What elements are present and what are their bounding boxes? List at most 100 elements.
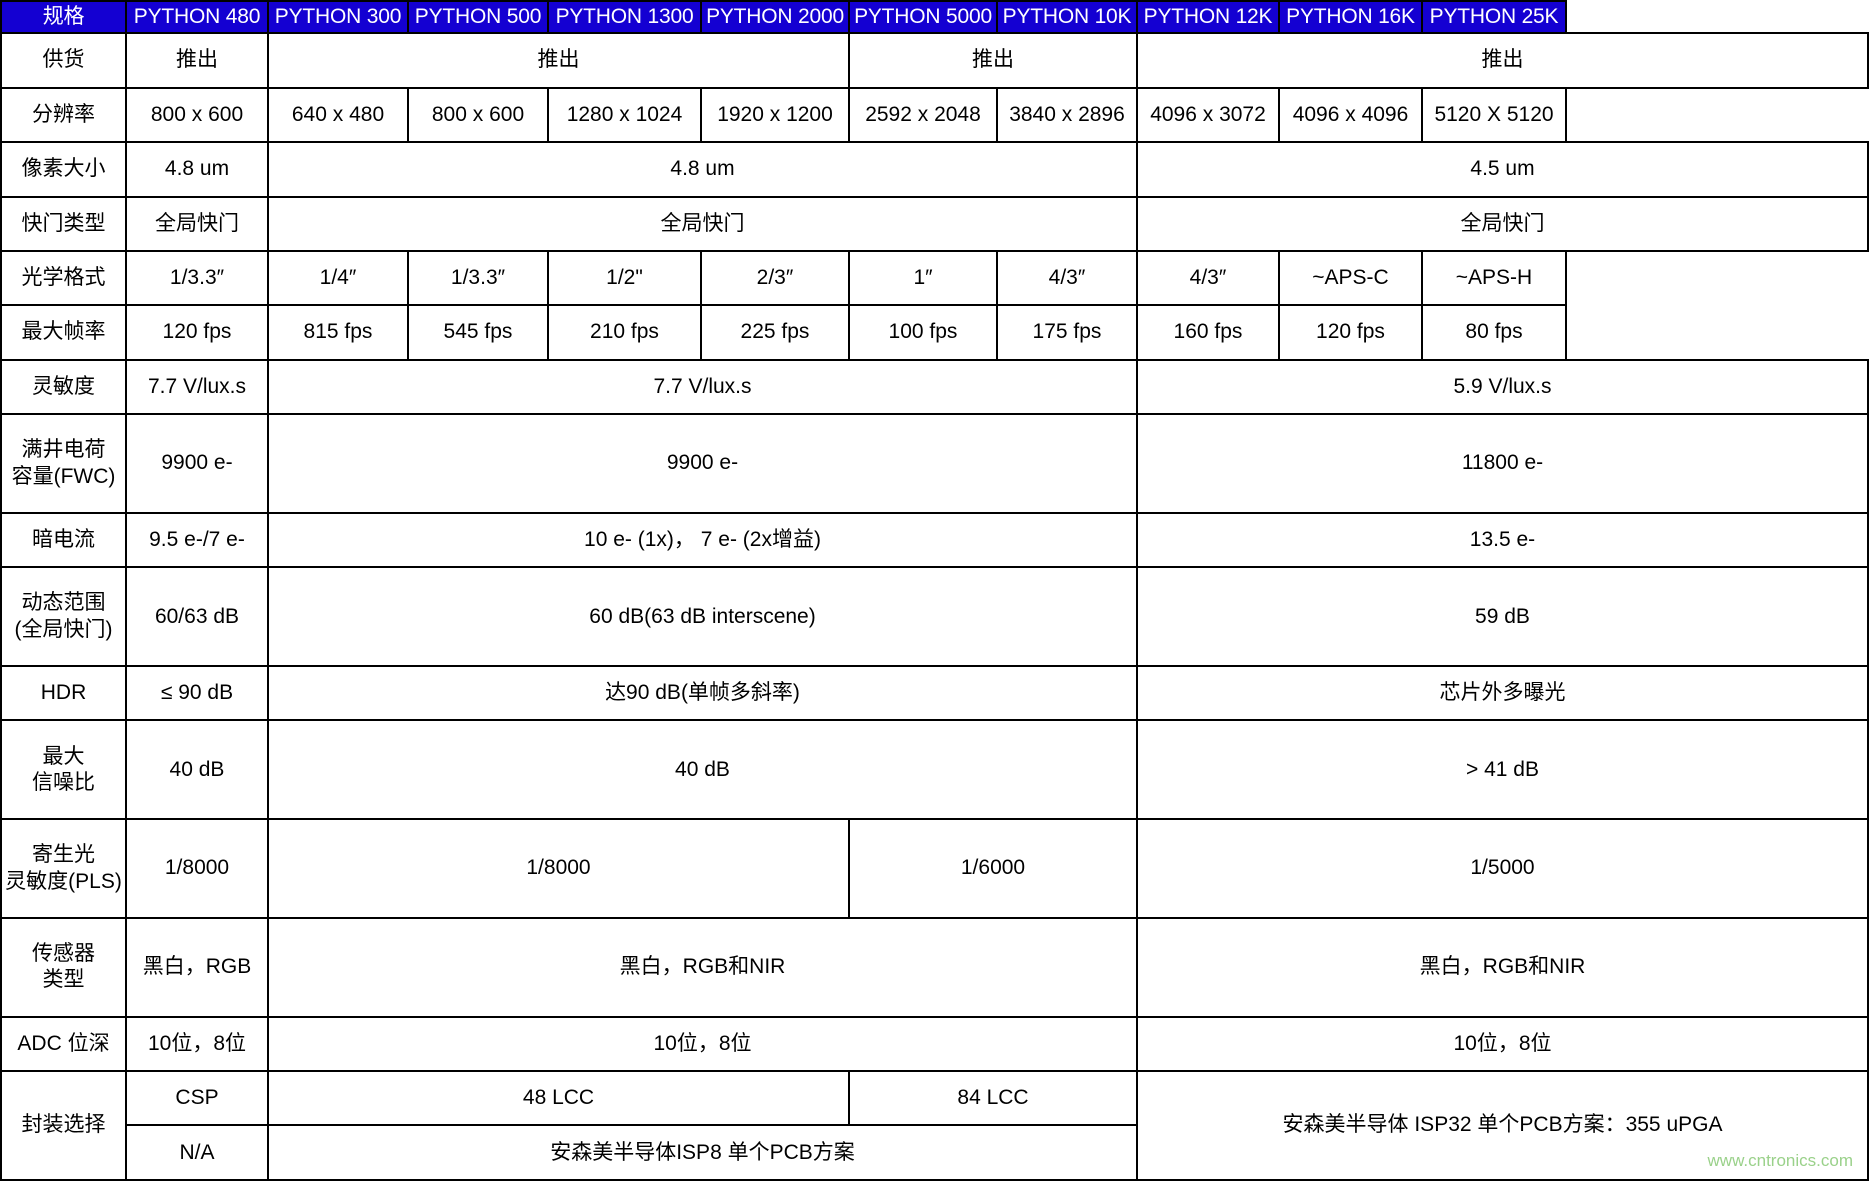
cell-fwc-300-5000: 9900 e- <box>267 413 1138 514</box>
row-label-max-snr-line1: 最大 <box>42 744 85 768</box>
table-header-row: 规格 PYTHON 480 PYTHON 300 PYTHON 500 PYTH… <box>0 0 1868 35</box>
row-label-sensor-type-line2: 类型 <box>42 968 85 992</box>
cell-sensor-type-300-5000: 黑白，RGB和NIR <box>267 916 1138 1018</box>
row-label-sensitivity: 灵敏度 <box>0 358 127 416</box>
cell-resolution-480: 800 x 600 <box>125 86 269 144</box>
row-label-shutter-type: 快门类型 <box>0 195 127 252</box>
row-label-optical-format: 光学格式 <box>0 249 127 307</box>
header-cell-python-16k: PYTHON 16K <box>1278 0 1423 35</box>
cell-optical-format-12k: 4/3″ <box>1136 249 1280 307</box>
cell-resolution-5000: 2592 x 2048 <box>848 86 998 144</box>
cell-optical-format-2000: 2/3″ <box>700 249 850 307</box>
header-cell-python-25k: PYTHON 25K <box>1421 0 1567 35</box>
table-row-optical-format: 光学格式 1/3.3″ 1/4″ 1/3.3″ 1/2" 2/3″ 1″ 4/3… <box>0 249 1868 307</box>
cell-max-snr-480: 40 dB <box>125 719 269 821</box>
row-label-availability: 供货 <box>0 32 127 89</box>
cell-optical-format-480: 1/3.3″ <box>125 249 269 307</box>
cell-optical-format-10k: 4/3″ <box>996 249 1138 307</box>
cell-max-frame-rate-300: 815 fps <box>267 304 409 361</box>
row-label-max-snr-line2: 信噪比 <box>32 770 95 794</box>
cell-dynamic-range-300-5000: 60 dB(63 dB interscene) <box>267 566 1138 668</box>
cell-package-bottom-480: N/A <box>125 1124 269 1181</box>
cell-max-frame-rate-500: 545 fps <box>407 304 549 361</box>
row-label-fwc-line2: 容量(FWC) <box>11 464 116 488</box>
cell-optical-format-5000: 1″ <box>848 249 998 307</box>
cell-pixel-size-300-5000: 4.8 um <box>267 141 1138 198</box>
cell-pls-480: 1/8000 <box>125 818 269 919</box>
row-label-resolution: 分辨率 <box>0 86 127 144</box>
row-label-pixel-size: 像素大小 <box>0 141 127 198</box>
cell-pixel-size-480: 4.8 um <box>125 141 269 198</box>
cell-sensor-type-480: 黑白，RGB <box>125 916 269 1018</box>
cell-max-frame-rate-2000: 225 fps <box>700 304 850 361</box>
cell-optical-format-300: 1/4″ <box>267 249 409 307</box>
cell-pls-300-1300: 1/8000 <box>267 818 850 919</box>
cell-adc-depth-480: 10位，8位 <box>125 1015 269 1073</box>
cell-sensor-type-10k-25k: 黑白，RGB和NIR <box>1136 916 1869 1018</box>
cell-max-snr-10k-25k: > 41 dB <box>1136 719 1869 821</box>
table-row-max-frame-rate: 最大帧率 120 fps 815 fps 545 fps 210 fps 225… <box>0 304 1868 361</box>
cell-sensitivity-10k-25k: 5.9 V/lux.s <box>1136 358 1869 416</box>
cell-availability-480: 推出 <box>125 32 269 89</box>
table-row-availability: 供货 推出 推出 推出 推出 <box>0 32 1869 89</box>
table-row-package-options-top: 封装选择 CSP 48 LCC 84 LCC 安森美半导体 ISP32 单个PC… <box>0 1070 1869 1181</box>
table-row-adc-depth: ADC 位深 10位，8位 10位，8位 10位，8位 <box>0 1015 1869 1073</box>
row-label-dynamic-range-line2: (全局快门) <box>14 617 113 641</box>
row-label-dynamic-range: 动态范围 (全局快门) <box>0 566 127 668</box>
cell-hdr-300-5000: 达90 dB(单帧多斜率) <box>267 665 1138 722</box>
cell-resolution-16k: 4096 x 4096 <box>1278 86 1423 144</box>
cell-resolution-300: 640 x 480 <box>267 86 409 144</box>
header-cell-spec: 规格 <box>0 0 127 35</box>
table-row-pixel-size: 像素大小 4.8 um 4.8 um 4.5 um <box>0 141 1869 198</box>
table-row-sensor-type: 传感器 类型 黑白，RGB 黑白，RGB和NIR 黑白，RGB和NIR <box>0 916 1869 1018</box>
table-row-resolution: 分辨率 800 x 600 640 x 480 800 x 600 1280 x… <box>0 86 1868 144</box>
row-label-dynamic-range-line1: 动态范围 <box>21 591 106 615</box>
row-label-fwc: 满井电荷 容量(FWC) <box>0 413 127 514</box>
cell-shutter-type-10k-25k: 全局快门 <box>1136 195 1869 252</box>
cell-pls-2000-5000: 1/6000 <box>848 818 1138 919</box>
cell-resolution-500: 800 x 600 <box>407 86 549 144</box>
cell-dark-current-480: 9.5 e-/7 e- <box>125 511 269 569</box>
cell-fwc-10k-25k: 11800 e- <box>1136 413 1869 514</box>
header-cell-python-480: PYTHON 480 <box>125 0 269 35</box>
cell-package-right-10k-25k: 安森美半导体 ISP32 单个PCB方案：355 uPGA www.cntron… <box>1136 1070 1869 1181</box>
row-label-pls-line2: 灵敏度(PLS) <box>5 869 122 893</box>
cell-fwc-480: 9900 e- <box>125 413 269 514</box>
cell-package-bottom-300-5000: 安森美半导体ISP8 单个PCB方案 <box>267 1124 1138 1181</box>
cell-max-frame-rate-16k: 120 fps <box>1278 304 1423 361</box>
row-label-pls: 寄生光 灵敏度(PLS) <box>0 818 127 919</box>
cell-max-frame-rate-1300: 210 fps <box>547 304 702 361</box>
table-row-pls: 寄生光 灵敏度(PLS) 1/8000 1/8000 1/6000 1/5000 <box>0 818 1869 919</box>
cell-resolution-12k: 4096 x 3072 <box>1136 86 1280 144</box>
cell-dark-current-10k-25k: 13.5 e- <box>1136 511 1869 569</box>
cell-resolution-1300: 1280 x 1024 <box>547 86 702 144</box>
cell-pixel-size-10k-25k: 4.5 um <box>1136 141 1869 198</box>
header-cell-python-5000: PYTHON 5000 <box>848 0 998 35</box>
table-row-dark-current: 暗电流 9.5 e-/7 e- 10 e- (1x)， 7 e- (2x增益) … <box>0 511 1869 569</box>
cell-sensitivity-480: 7.7 V/lux.s <box>125 358 269 416</box>
cell-shutter-type-300-5000: 全局快门 <box>267 195 1138 252</box>
table-row-max-snr: 最大 信噪比 40 dB 40 dB > 41 dB <box>0 719 1869 821</box>
row-label-pls-line1: 寄生光 <box>32 843 95 867</box>
row-label-package-options: 封装选择 <box>0 1070 127 1181</box>
cell-resolution-25k: 5120 X 5120 <box>1421 86 1567 144</box>
cell-hdr-10k-25k: 芯片外多曝光 <box>1136 665 1869 722</box>
cell-dynamic-range-480: 60/63 dB <box>125 566 269 668</box>
cell-package-top-480: CSP <box>125 1070 269 1127</box>
cell-availability-2000-5000: 推出 <box>848 32 1138 89</box>
header-cell-python-500: PYTHON 500 <box>407 0 549 35</box>
cell-max-snr-300-5000: 40 dB <box>267 719 1138 821</box>
cell-hdr-480: ≤ 90 dB <box>125 665 269 722</box>
cell-optical-format-25k: ~APS-H <box>1421 249 1567 307</box>
table-row-dynamic-range: 动态范围 (全局快门) 60/63 dB 60 dB(63 dB intersc… <box>0 566 1869 668</box>
row-label-dark-current: 暗电流 <box>0 511 127 569</box>
table-row-shutter-type: 快门类型 全局快门 全局快门 全局快门 <box>0 195 1869 252</box>
cell-availability-300-1300: 推出 <box>267 32 850 89</box>
table-row-sensitivity: 灵敏度 7.7 V/lux.s 7.7 V/lux.s 5.9 V/lux.s <box>0 358 1869 416</box>
table-row-hdr: HDR ≤ 90 dB 达90 dB(单帧多斜率) 芯片外多曝光 <box>0 665 1869 722</box>
cell-adc-depth-300-5000: 10位，8位 <box>267 1015 1138 1073</box>
header-cell-python-2000: PYTHON 2000 <box>700 0 850 35</box>
row-label-hdr: HDR <box>0 665 127 722</box>
header-cell-python-12k: PYTHON 12K <box>1136 0 1280 35</box>
package-right-text: 安森美半导体 ISP32 单个PCB方案：355 uPGA <box>1282 1113 1723 1137</box>
